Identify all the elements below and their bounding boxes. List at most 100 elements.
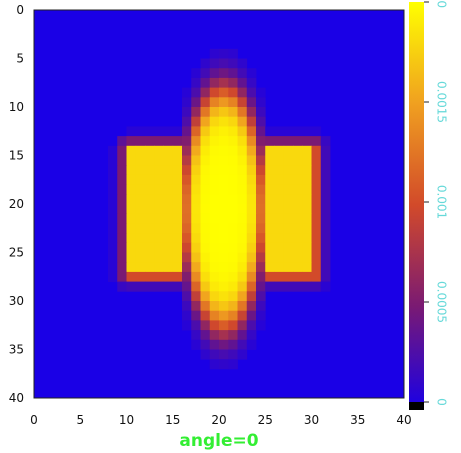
heatmap-cell: [320, 194, 331, 205]
heatmap-cell: [219, 107, 229, 118]
heatmap-cell: [200, 107, 211, 118]
heatmap-cell: [191, 126, 201, 137]
heatmap-cell: [283, 126, 294, 137]
heatmap-cell: [154, 271, 164, 282]
colorbar-ticks: 0 0.0005 0.001 0.0015 0.0: [424, 0, 449, 406]
heatmap-cell: [145, 233, 155, 244]
heatmap-cell: [246, 291, 257, 302]
heatmap-cell: [145, 184, 155, 195]
heatmap-cell: [172, 262, 183, 273]
heatmap-cell: [200, 339, 211, 350]
y-tick-label: 25: [9, 246, 24, 260]
heatmap-cell: [191, 223, 201, 234]
heatmap-cell: [182, 204, 192, 215]
heatmap-cell: [182, 97, 192, 108]
heatmap-cell: [265, 213, 275, 224]
heatmap-cell: [311, 262, 322, 273]
heatmap-cell: [126, 213, 137, 224]
heatmap-cell: [200, 145, 211, 156]
heatmap-cell: [219, 126, 229, 137]
heatmap-cell: [154, 223, 164, 234]
y-tick-label: 30: [9, 294, 24, 308]
heatmap-cell: [117, 155, 127, 166]
heatmap-cell: [172, 136, 183, 147]
heatmap-cell: [228, 136, 238, 147]
heatmap-cell: [145, 223, 155, 234]
heatmap-cell: [246, 116, 257, 127]
heatmap-cell: [135, 174, 146, 185]
x-tick-label: 10: [119, 413, 134, 427]
heatmap-cell: [246, 107, 257, 118]
heatmap-cell: [246, 281, 257, 292]
heatmap-cell: [182, 291, 192, 302]
heatmap-cell: [108, 174, 118, 185]
heatmap-cell: [172, 204, 183, 215]
x-tick-label: 25: [258, 413, 273, 427]
heatmap-cell: [135, 145, 146, 156]
heatmap-cell: [246, 252, 257, 263]
heatmap-cell: [117, 262, 127, 273]
heatmap-cell: [172, 126, 183, 137]
heatmap-cell: [182, 145, 192, 156]
heatmap-cell: [237, 194, 248, 205]
heatmap-cell: [200, 271, 211, 282]
heatmap-cell: [237, 116, 248, 127]
heatmap-cell: [219, 204, 229, 215]
heatmap-cell: [302, 136, 312, 147]
heatmap-cell: [163, 233, 174, 244]
heatmap-cell: [302, 213, 312, 224]
heatmap-cell: [237, 252, 248, 263]
heatmap-cell: [274, 165, 285, 176]
colorbar-tick-label: 0.001: [435, 185, 449, 219]
heatmap-cell: [302, 252, 312, 263]
heatmap-cell: [274, 136, 285, 147]
heatmap-cell: [256, 291, 266, 302]
heatmap-cell: [256, 165, 266, 176]
heatmap-cell: [320, 165, 331, 176]
heatmap-cell: [283, 155, 294, 166]
heatmap-cell: [302, 145, 312, 156]
heatmap-cell: [163, 174, 174, 185]
heatmap-cell: [265, 252, 275, 263]
y-tick-label: 15: [9, 149, 24, 163]
heatmap-cell: [163, 194, 174, 205]
heatmap-cell: [237, 213, 248, 224]
heatmap-cell: [311, 233, 322, 244]
heatmap-cell: [228, 107, 238, 118]
heatmap-cell: [228, 97, 238, 108]
heatmap-cell: [209, 116, 220, 127]
heatmap-cell: [200, 194, 211, 205]
heatmap-cell: [154, 194, 164, 205]
heatmap-cell: [117, 184, 127, 195]
heatmap-cell: [163, 281, 174, 292]
heatmap-cell: [145, 126, 155, 137]
heatmap-cell: [163, 145, 174, 156]
heatmap-cell: [228, 165, 238, 176]
heatmap-cell: [219, 262, 229, 273]
heatmap-cell: [117, 145, 127, 156]
heatmap-cell: [302, 223, 312, 234]
heatmap-cell: [182, 301, 192, 312]
heatmap-cell: [256, 136, 266, 147]
heatmap-cell: [219, 359, 229, 370]
y-tick-label: 0: [16, 3, 24, 17]
heatmap-cell: [209, 194, 220, 205]
plot-frame: [33, 9, 405, 399]
heatmap-cell: [311, 242, 322, 253]
heatmap-cell: [200, 310, 211, 321]
heatmap-cell: [219, 194, 229, 205]
heatmap-cell: [246, 204, 257, 215]
colorbar-tick-label: 0: [435, 398, 449, 406]
heatmap-cell: [293, 136, 303, 147]
heatmap-cell: [182, 136, 192, 147]
heatmap-cell: [237, 310, 248, 321]
heatmap-cell: [311, 126, 322, 137]
heatmap-cell: [228, 194, 238, 205]
heatmap-cell: [200, 87, 211, 98]
x-tick-label: 40: [396, 413, 411, 427]
heatmap-cell: [237, 155, 248, 166]
heatmap-cell: [182, 281, 192, 292]
heatmap-cell: [200, 126, 211, 137]
heatmap-cell: [246, 97, 257, 108]
heatmap-cell: [135, 281, 146, 292]
